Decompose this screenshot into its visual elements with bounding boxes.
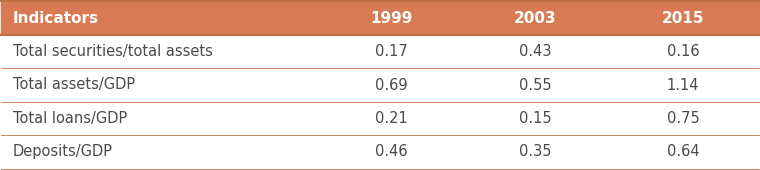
Text: 1.14: 1.14 <box>667 78 699 92</box>
Text: Deposits/GDP: Deposits/GDP <box>13 144 112 159</box>
Text: 0.35: 0.35 <box>519 144 552 159</box>
Text: 0.15: 0.15 <box>519 111 552 126</box>
Text: 2003: 2003 <box>514 11 556 26</box>
Text: 0.55: 0.55 <box>519 78 552 92</box>
Bar <box>2 1 758 35</box>
Text: 1999: 1999 <box>370 11 413 26</box>
Bar <box>2 35 758 68</box>
Text: Total loans/GDP: Total loans/GDP <box>13 111 127 126</box>
Text: Total assets/GDP: Total assets/GDP <box>13 78 135 92</box>
Bar <box>2 68 758 102</box>
Bar <box>2 135 758 169</box>
Text: 0.69: 0.69 <box>375 78 407 92</box>
Text: 0.16: 0.16 <box>667 44 699 59</box>
Text: Indicators: Indicators <box>13 11 99 26</box>
Text: 0.21: 0.21 <box>375 111 407 126</box>
Text: Total securities/total assets: Total securities/total assets <box>13 44 213 59</box>
Text: 0.43: 0.43 <box>519 44 552 59</box>
Text: 0.17: 0.17 <box>375 44 407 59</box>
Text: 0.46: 0.46 <box>375 144 407 159</box>
Text: 0.64: 0.64 <box>667 144 699 159</box>
Bar <box>2 102 758 135</box>
Text: 2015: 2015 <box>662 11 704 26</box>
Text: 0.75: 0.75 <box>667 111 699 126</box>
